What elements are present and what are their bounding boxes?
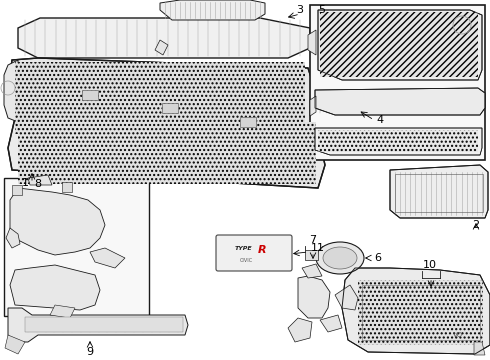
Polygon shape [298, 276, 330, 318]
Bar [358, 280, 483, 345]
Polygon shape [62, 182, 72, 192]
Polygon shape [10, 265, 100, 310]
Text: 8: 8 [34, 179, 42, 189]
Text: 9: 9 [86, 347, 94, 357]
Polygon shape [155, 40, 168, 55]
Bar [4, 178, 149, 316]
Bar [318, 130, 478, 152]
Polygon shape [6, 228, 20, 248]
Polygon shape [320, 315, 342, 332]
Text: TYPE: TYPE [235, 246, 253, 251]
Text: 5: 5 [318, 5, 325, 15]
Text: 7: 7 [310, 235, 317, 245]
Text: CIVIC: CIVIC [240, 257, 253, 262]
Polygon shape [315, 88, 485, 115]
Text: 4: 4 [376, 115, 384, 125]
Polygon shape [305, 250, 318, 260]
Ellipse shape [323, 247, 357, 269]
Polygon shape [335, 285, 358, 310]
Text: 3: 3 [296, 5, 303, 15]
Polygon shape [10, 188, 105, 255]
Polygon shape [288, 318, 312, 342]
Polygon shape [90, 248, 125, 268]
Text: 2: 2 [472, 220, 480, 230]
Polygon shape [8, 308, 188, 342]
Polygon shape [390, 165, 488, 218]
Polygon shape [310, 96, 316, 116]
Text: 6: 6 [374, 253, 382, 263]
Polygon shape [4, 60, 18, 122]
Text: R: R [258, 245, 267, 255]
Polygon shape [318, 10, 482, 80]
Polygon shape [160, 0, 265, 20]
Polygon shape [28, 175, 52, 185]
Polygon shape [12, 185, 22, 195]
Bar [18, 122, 316, 184]
Bar [82, 90, 98, 100]
Polygon shape [255, 108, 270, 122]
Bar [15, 62, 305, 134]
Polygon shape [8, 118, 325, 188]
Polygon shape [302, 264, 322, 278]
Polygon shape [8, 58, 315, 140]
Bar [162, 103, 178, 113]
Bar [25, 317, 183, 332]
Text: 11: 11 [311, 243, 325, 253]
FancyBboxPatch shape [216, 235, 292, 271]
Bar [362, 285, 480, 340]
Polygon shape [18, 18, 310, 58]
Text: 10: 10 [423, 260, 437, 270]
Bar [310, 5, 485, 160]
Polygon shape [5, 335, 25, 354]
Polygon shape [308, 30, 316, 55]
Ellipse shape [316, 242, 364, 274]
Polygon shape [474, 342, 485, 355]
Text: VO: VO [453, 332, 463, 338]
Bar [240, 117, 256, 127]
Polygon shape [50, 305, 75, 318]
Text: 1: 1 [22, 178, 28, 188]
Polygon shape [342, 268, 490, 354]
Bar [395, 174, 483, 212]
Bar [320, 12, 478, 77]
Polygon shape [315, 128, 482, 155]
